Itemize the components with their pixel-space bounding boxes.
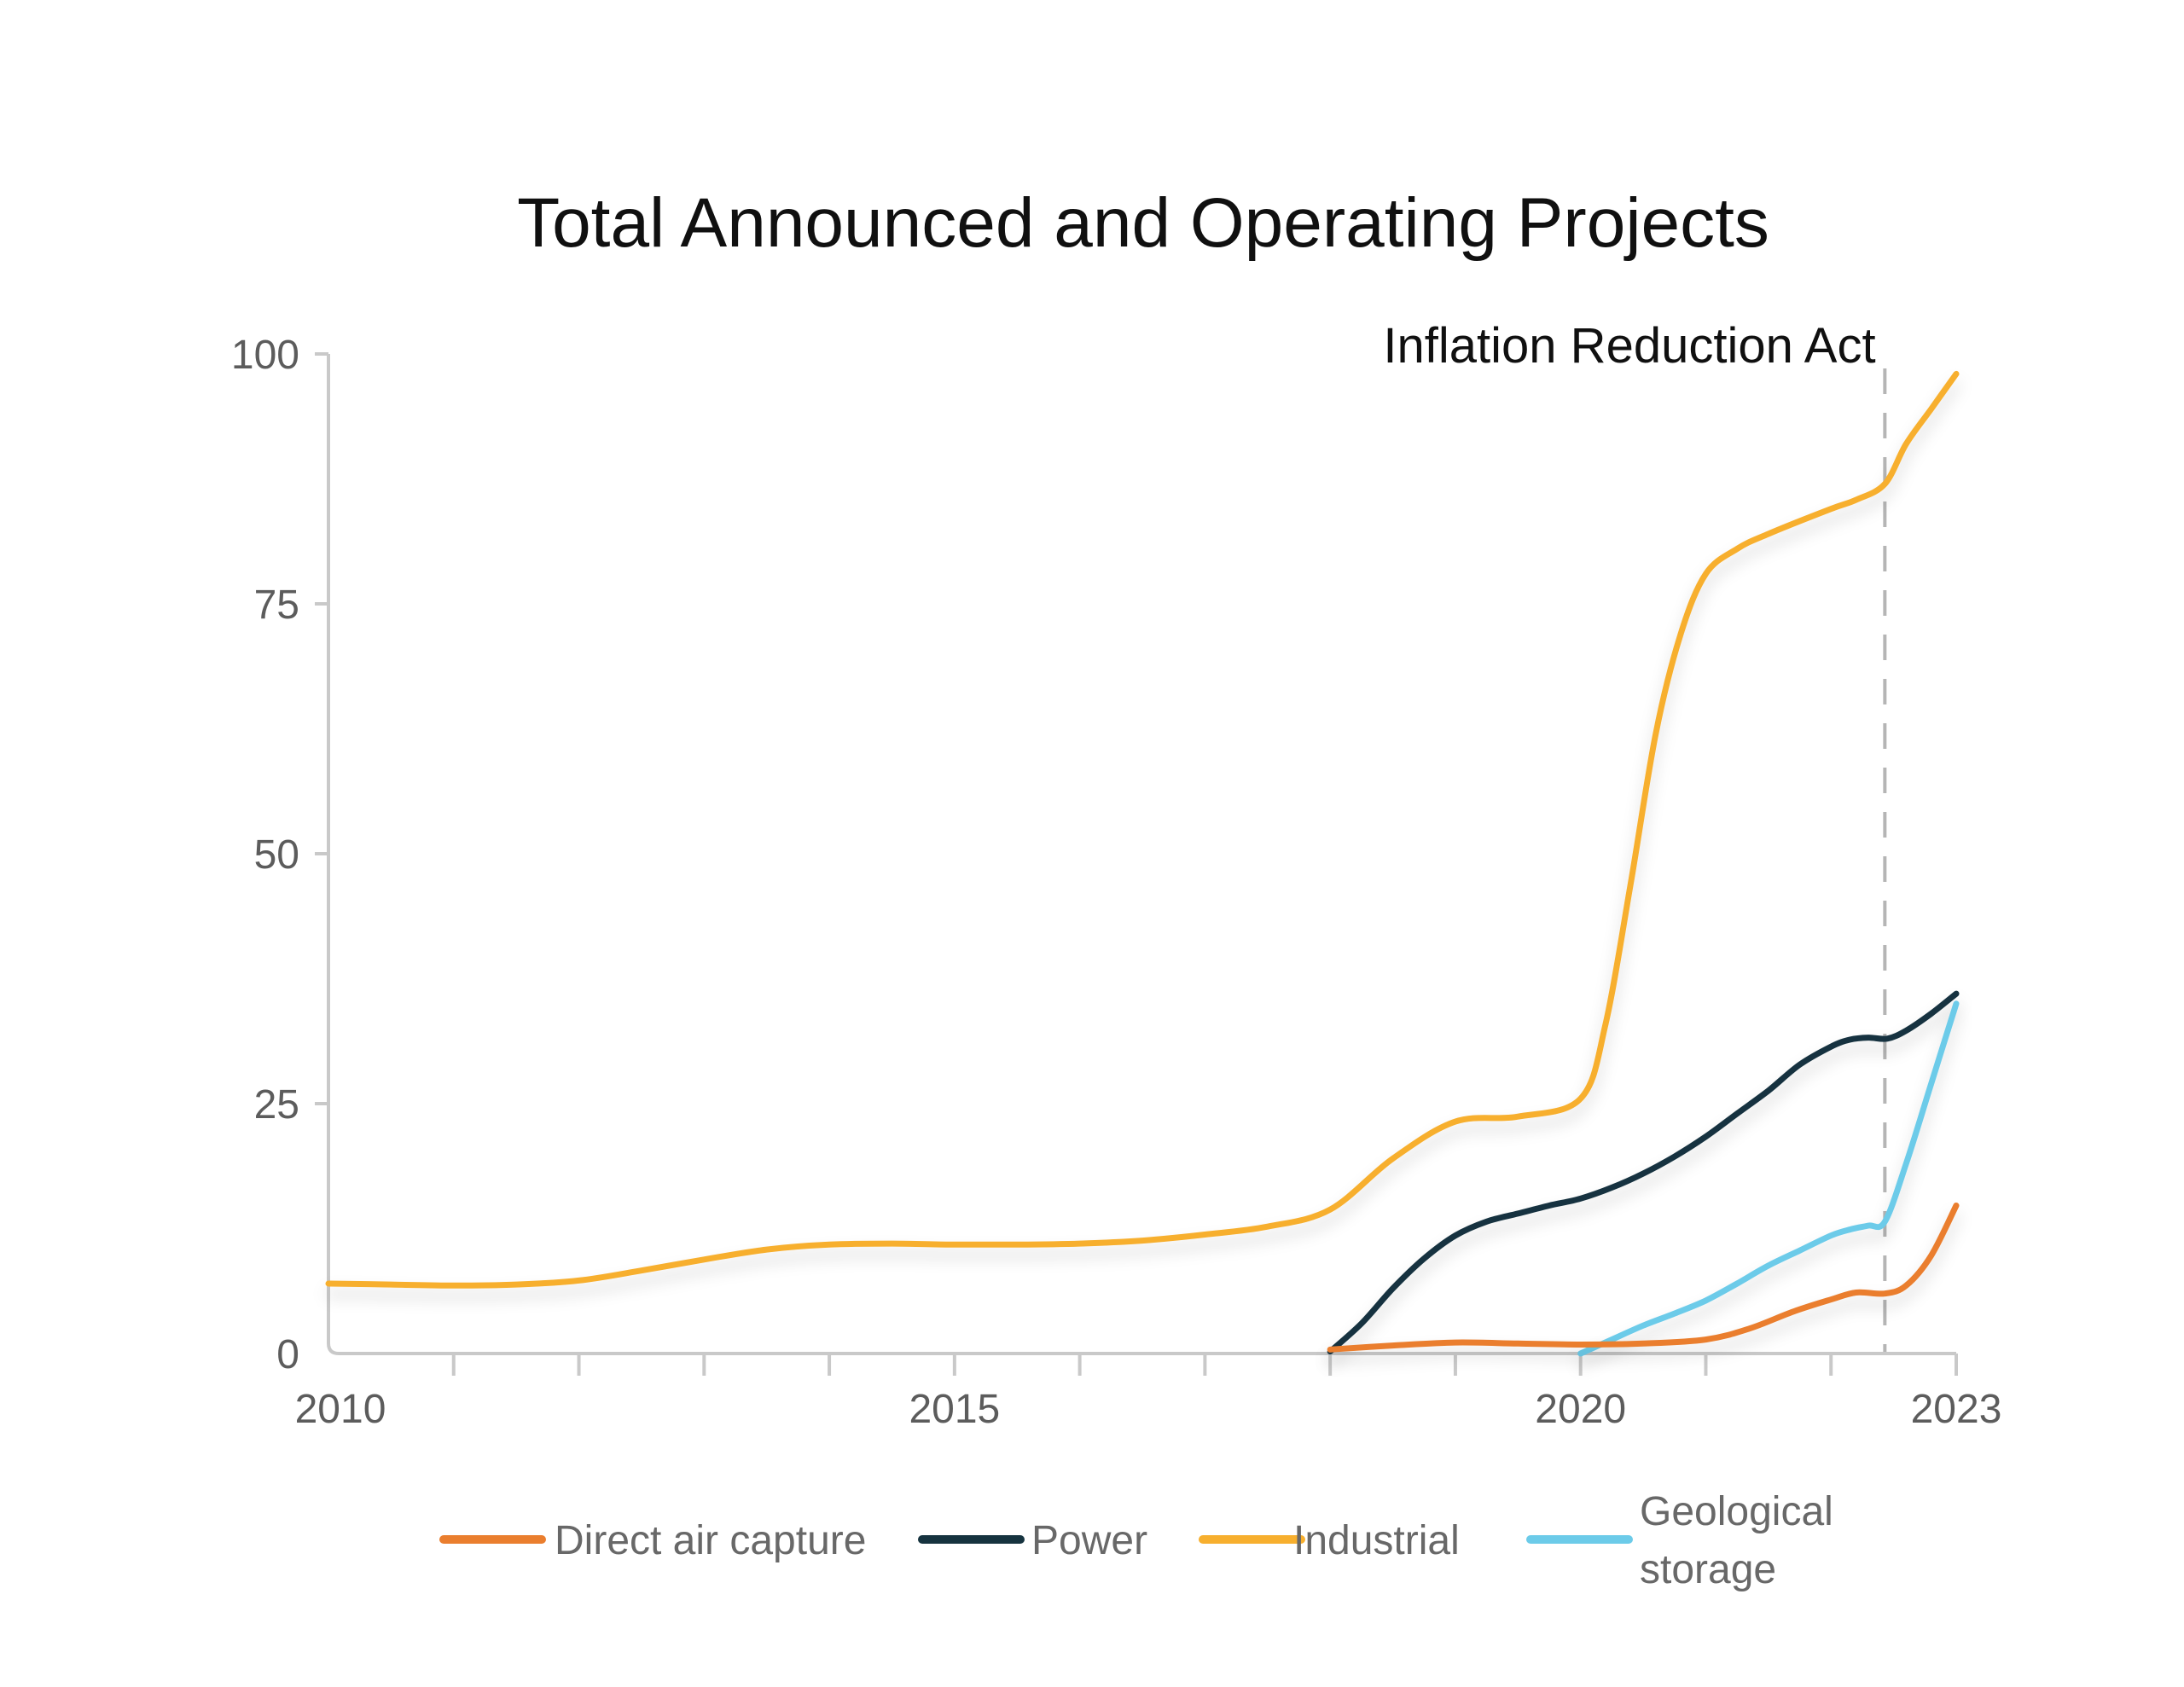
- legend-item-label: Power: [1031, 1518, 1147, 1563]
- legend-item-label: Direct air capture: [555, 1518, 866, 1563]
- legend-item-label: Geological storage: [1640, 1489, 1833, 1592]
- x-axis-tick-label: 2015: [909, 1387, 1000, 1432]
- y-axis-tick-label: 0: [276, 1332, 299, 1377]
- series-line-geological-storage: [1577, 1000, 1960, 1357]
- legend-item-industrial[interactable]: Industrial: [1199, 1518, 1460, 1563]
- axis-lines: [327, 354, 1957, 1355]
- series-line-power: [1327, 990, 1960, 1355]
- legend-item-direct-air-capture[interactable]: Direct air capture: [439, 1518, 866, 1563]
- legend-item-power[interactable]: Power: [918, 1518, 1147, 1563]
- y-axis-tick-label: 25: [254, 1082, 299, 1128]
- plot-area: [325, 370, 1960, 1357]
- series-line-direct-air-capture: [1327, 1203, 1960, 1353]
- y-axis-tick-label: 100: [231, 333, 299, 378]
- legend-item-label: Industrial: [1293, 1518, 1460, 1563]
- series-line-industrial: [325, 370, 1960, 1289]
- x-axis-tick-label: 2010: [295, 1387, 386, 1432]
- y-axis-tick-label: 75: [254, 583, 299, 628]
- legend-item-geological-storage[interactable]: Geological storage: [1526, 1489, 1833, 1592]
- y-axis-tick-label: 50: [254, 832, 299, 878]
- legend: Direct air capture Power Industrial Geologi…: [439, 1489, 1833, 1592]
- chart-title: Total Announced and Operating Projects: [517, 184, 1769, 262]
- x-axis-tick-label: 2023: [1911, 1387, 2002, 1432]
- ira-annotation-label: Inflation Reduction Act: [1383, 318, 1875, 374]
- x-axis-tick-label: 2020: [1535, 1387, 1626, 1432]
- axes: 0 25 50 75 100 2010 2015 2020 2023: [231, 333, 2001, 1432]
